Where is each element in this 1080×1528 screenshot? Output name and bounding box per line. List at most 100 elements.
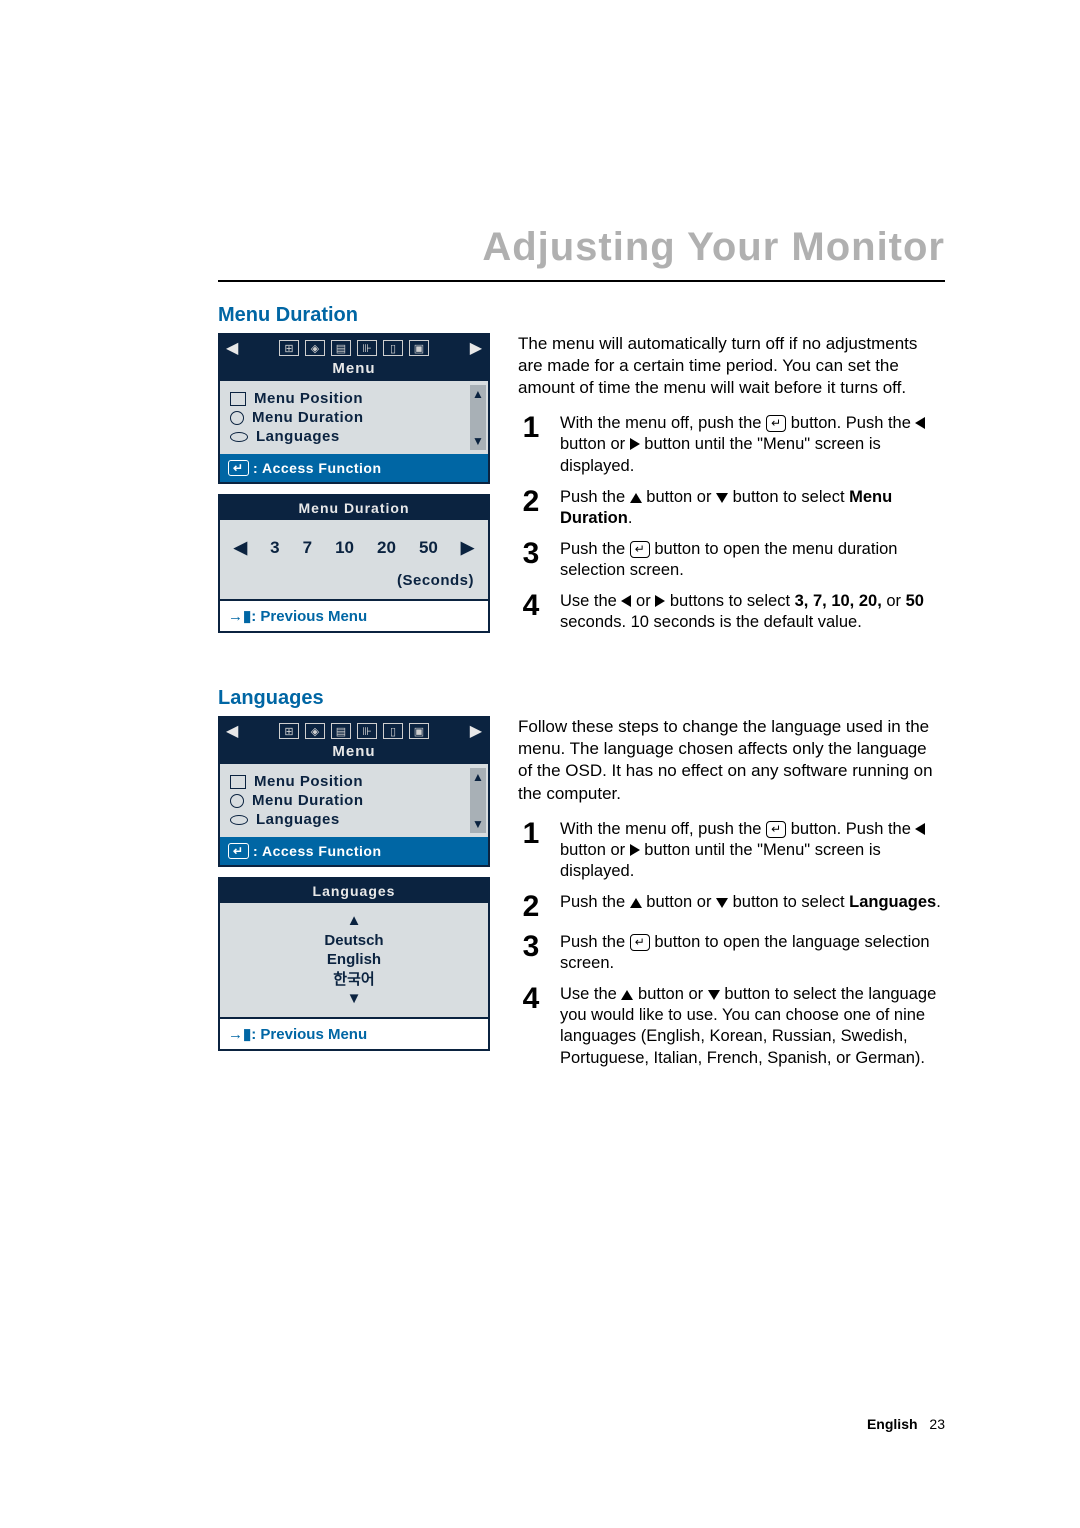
osd-scroll-arrows: ▲▼ [470, 385, 486, 450]
language-option: Deutsch [234, 931, 474, 951]
topbar-icon: ◈ [305, 723, 325, 739]
topbar-icon: ⊪ [357, 723, 377, 739]
osd-foot: ↵ : Access Function [220, 837, 488, 865]
step-number: 3 [518, 539, 544, 569]
osd-topbar: ◀ ⊞ ◈ ▤ ⊪ ▯ ▣ ▶ [220, 718, 488, 741]
osd-sub-panel-languages: Languages ▲ Deutsch English 한국어 ▼ →▮: Pr… [218, 877, 490, 1051]
step-number: 2 [518, 892, 544, 922]
osd-foot: ↵ : Access Function [220, 454, 488, 482]
enter-button-icon: ↵ [766, 415, 786, 432]
down-arrow-icon [716, 493, 728, 503]
step-number: 3 [518, 932, 544, 962]
left-arrow-icon [915, 823, 925, 835]
osd-scroll-arrows: ▲▼ [470, 768, 486, 833]
step-2: 2 Push the button or button to select La… [518, 892, 945, 922]
step-4: 4 Use the or buttons to select 3, 7, 10,… [518, 591, 945, 633]
title-rule [218, 280, 945, 282]
left-arrow-icon [915, 417, 925, 429]
step-1: 1 With the menu off, push the ↵ button. … [518, 819, 945, 882]
osd-topbar-title: Menu [220, 741, 488, 764]
right-arrow-icon [655, 595, 665, 607]
topbar-icon: ▣ [409, 340, 429, 356]
osd-item: Menu Duration [252, 792, 364, 809]
osd-item: Menu Duration [252, 409, 364, 426]
section-languages: ◀ ⊞ ◈ ▤ ⊪ ▯ ▣ ▶ Menu Menu Position Menu … [218, 716, 945, 1078]
duration-value: 20 [377, 538, 396, 558]
footer-page-number: 23 [929, 1416, 945, 1432]
step-number: 1 [518, 819, 544, 849]
topbar-icon: ◈ [305, 340, 325, 356]
language-option: 한국어 [234, 970, 474, 990]
step-number: 4 [518, 591, 544, 621]
step-4: 4 Use the button or button to select the… [518, 984, 945, 1068]
position-icon [230, 775, 246, 789]
right-arrow-icon [630, 438, 640, 450]
step-3: 3 Push the ↵ button to open the menu dur… [518, 539, 945, 581]
up-arrow-icon [630, 493, 642, 503]
topbar-icon: ▯ [383, 340, 403, 356]
osd-main-panel-1: ◀ ⊞ ◈ ▤ ⊪ ▯ ▣ ▶ Menu Menu Position Menu … [218, 333, 490, 484]
left-arrow-icon [621, 595, 631, 607]
osd-item: Languages [256, 811, 340, 828]
step-number: 2 [518, 487, 544, 517]
enter-button-icon: ↵ [766, 821, 786, 838]
osd-item: Languages [256, 428, 340, 445]
enter-icon: ↵ [228, 460, 249, 476]
topbar-icon: ▯ [383, 723, 403, 739]
languages-icon [230, 815, 248, 825]
up-arrow-icon [630, 898, 642, 908]
osd-column-2: ◀ ⊞ ◈ ▤ ⊪ ▯ ▣ ▶ Menu Menu Position Menu … [218, 716, 490, 1078]
osd-item: Menu Position [254, 773, 363, 790]
step-number: 4 [518, 984, 544, 1014]
position-icon [230, 392, 246, 406]
language-option: English [234, 950, 474, 970]
osd-sub-foot: →▮: Previous Menu [220, 1017, 488, 1049]
osd-sub-foot: →▮: Previous Menu [220, 599, 488, 631]
osd-column-1: ◀ ⊞ ◈ ▤ ⊪ ▯ ▣ ▶ Menu Menu Position Menu … [218, 333, 490, 643]
duration-icon [230, 411, 244, 425]
osd-body: Menu Position Menu Duration Languages ▲▼ [220, 764, 488, 837]
step-number: 1 [518, 413, 544, 443]
down-arrow-icon [708, 990, 720, 1000]
page-title: Adjusting Your Monitor [218, 225, 945, 270]
topbar-icon: ▤ [331, 723, 351, 739]
duration-value: 3 [270, 538, 279, 558]
duration-value: 7 [303, 538, 312, 558]
topbar-icon: ⊞ [279, 340, 299, 356]
duration-value: 50 [419, 538, 438, 558]
osd-sub-body: ◀ 3 7 10 20 50 ▶ (Seconds) [220, 520, 488, 599]
topbar-icon: ⊪ [357, 340, 377, 356]
topbar-icon: ▣ [409, 723, 429, 739]
down-arrow-icon [716, 898, 728, 908]
osd-item: Menu Position [254, 390, 363, 407]
osd-main-panel-2: ◀ ⊞ ◈ ▤ ⊪ ▯ ▣ ▶ Menu Menu Position Menu … [218, 716, 490, 867]
osd-topbar: ◀ ⊞ ◈ ▤ ⊪ ▯ ▣ ▶ [220, 335, 488, 358]
topbar-icon: ▤ [331, 340, 351, 356]
section-menu-duration: ◀ ⊞ ◈ ▤ ⊪ ▯ ▣ ▶ Menu Menu Position Menu … [218, 333, 945, 643]
osd-sub-title: Languages [220, 879, 488, 903]
section-heading-languages: Languages [218, 687, 945, 710]
duration-value: 10 [335, 538, 354, 558]
text-column-2: Follow these steps to change the languag… [518, 716, 945, 1078]
page-footer: English 23 [867, 1416, 945, 1432]
text-column-1: The menu will automatically turn off if … [518, 333, 945, 643]
up-arrow-icon [621, 990, 633, 1000]
osd-sub-body: ▲ Deutsch English 한국어 ▼ [220, 903, 488, 1017]
topbar-icon: ⊞ [279, 723, 299, 739]
languages-icon [230, 432, 248, 442]
osd-topbar-title: Menu [220, 358, 488, 381]
enter-button-icon: ↵ [630, 541, 650, 558]
intro-text: The menu will automatically turn off if … [518, 333, 945, 399]
duration-icon [230, 794, 244, 808]
section-heading-menu-duration: Menu Duration [218, 304, 945, 327]
enter-icon: ↵ [228, 843, 249, 859]
footer-language: English [867, 1416, 918, 1432]
intro-text: Follow these steps to change the languag… [518, 716, 945, 804]
step-2: 2 Push the button or button to select Me… [518, 487, 945, 529]
osd-sub-panel-duration: Menu Duration ◀ 3 7 10 20 50 ▶ (Seconds)… [218, 494, 490, 633]
seconds-label: (Seconds) [234, 572, 474, 589]
osd-sub-title: Menu Duration [220, 496, 488, 520]
osd-body: Menu Position Menu Duration Languages ▲▼ [220, 381, 488, 454]
right-arrow-icon [630, 844, 640, 856]
step-3: 3 Push the ↵ button to open the language… [518, 932, 945, 974]
